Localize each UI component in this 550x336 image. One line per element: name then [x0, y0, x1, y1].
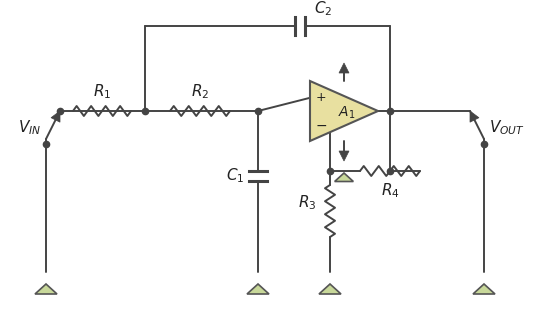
Polygon shape — [473, 284, 495, 294]
Polygon shape — [35, 284, 57, 294]
Polygon shape — [470, 111, 479, 122]
Text: $V_{IN}$: $V_{IN}$ — [18, 118, 41, 137]
Text: $-$: $-$ — [315, 118, 327, 132]
Text: $R_3$: $R_3$ — [298, 194, 316, 212]
Text: $C_1$: $C_1$ — [226, 167, 244, 185]
Polygon shape — [247, 284, 269, 294]
Polygon shape — [339, 151, 349, 161]
Text: $V_{OUT}$: $V_{OUT}$ — [489, 118, 525, 137]
Polygon shape — [310, 81, 378, 141]
Text: $R_1$: $R_1$ — [93, 82, 111, 101]
Text: $C_2$: $C_2$ — [314, 0, 332, 18]
Polygon shape — [339, 63, 349, 73]
Text: $A_1$: $A_1$ — [338, 105, 356, 121]
Text: $R_2$: $R_2$ — [191, 82, 209, 101]
Text: $R_4$: $R_4$ — [381, 181, 399, 200]
Text: +: + — [316, 91, 327, 104]
Polygon shape — [51, 111, 60, 122]
Polygon shape — [319, 284, 341, 294]
Polygon shape — [334, 173, 353, 181]
